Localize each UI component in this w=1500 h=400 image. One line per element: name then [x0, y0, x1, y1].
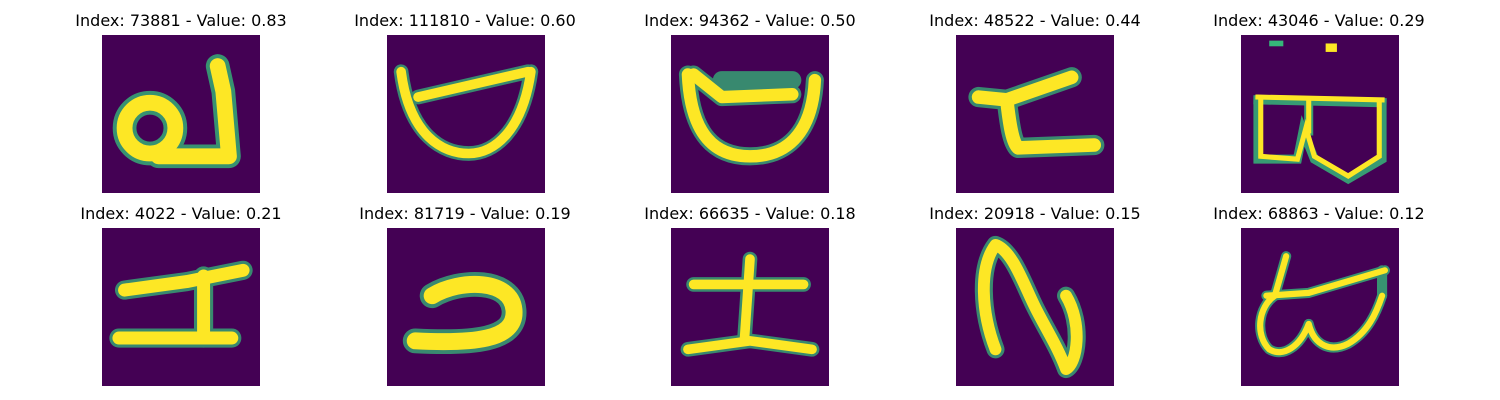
character-image: [956, 228, 1114, 386]
panel-title: Index: 4022 - Value: 0.21: [80, 204, 282, 223]
panel-title: Index: 94362 - Value: 0.50: [644, 11, 856, 30]
panel-title: Index: 81719 - Value: 0.19: [359, 204, 571, 223]
glyph-reverse-c: [402, 272, 527, 355]
character-image: [1241, 35, 1399, 193]
panel-title: Index: 20918 - Value: 0.15: [929, 204, 1141, 223]
glyph-bowl: [393, 64, 539, 161]
glyph-bowl-bar: [678, 65, 824, 166]
character-image: [387, 228, 545, 386]
panel-title: Index: 73881 - Value: 0.83: [75, 11, 287, 30]
character-image: [387, 35, 545, 193]
glyph-double-loop-bar: [1255, 251, 1390, 358]
character-image: [671, 228, 829, 386]
character-image: [102, 228, 260, 386]
glyph-n-wave: [974, 235, 1086, 379]
glyph-double-loop-dots: [1253, 40, 1387, 185]
panel-title: Index: 111810 - Value: 0.60: [354, 11, 576, 30]
glyph-earth-cross: [680, 251, 820, 357]
character-image: [102, 35, 260, 193]
glyph-t-hook: [968, 67, 1105, 159]
panel-title: Index: 48522 - Value: 0.44: [929, 11, 1141, 30]
character-image: [1241, 228, 1399, 386]
glyph-la: [112, 54, 241, 169]
glyph-h-cross: [109, 260, 253, 348]
panel-title: Index: 66635 - Value: 0.18: [644, 204, 856, 223]
panel-title: Index: 43046 - Value: 0.29: [1213, 11, 1425, 30]
character-image: [671, 35, 829, 193]
character-image: [956, 35, 1114, 193]
panel-title: Index: 68863 - Value: 0.12: [1213, 204, 1425, 223]
